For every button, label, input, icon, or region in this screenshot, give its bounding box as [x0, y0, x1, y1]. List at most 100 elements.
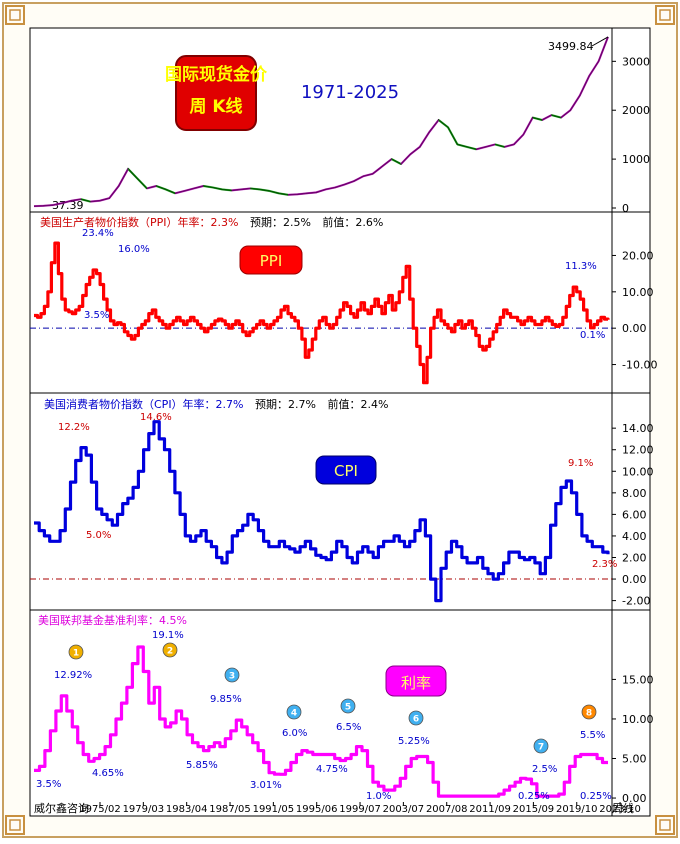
rate-label-3-01: 3.01% [250, 780, 282, 791]
rate-marker-number: 2 [167, 647, 173, 657]
ppi-label-23-4: 23.4% [82, 228, 114, 239]
cpi-label-12-2: 12.2% [58, 422, 90, 433]
y-tick-label: 10.00 [622, 465, 654, 478]
gold-candle [307, 192, 316, 193]
gold-title-badge: 国际现货金价 周 K线 [165, 56, 268, 130]
rate-header: 美国联邦基金基准利率：4.5% [38, 613, 187, 627]
cpi-header-previous: 前值：2.4% [327, 397, 388, 411]
y-tick-label: 4.00 [622, 530, 647, 543]
ppi-header: 美国生产者物价指数（PPI）年率：2.3% 预期：2.5% 前值：2.6% [40, 215, 383, 229]
gold-candle [43, 205, 52, 206]
rate-label-4-75: 4.75% [316, 764, 348, 775]
gold-candle [297, 193, 306, 194]
ppi-badge: PPI [240, 246, 302, 274]
y-tick-label: 12.00 [622, 444, 654, 457]
x-tick-label: 2007/08 [426, 804, 468, 815]
ppi-label-11-3: 11.3% [565, 261, 597, 272]
x-tick-label: 1987/05 [209, 804, 251, 815]
y-tick-label: 1000 [622, 153, 650, 166]
x-tick-label: 2015/09 [513, 804, 555, 815]
y-tick-label: -2.00 [622, 595, 650, 608]
rate-label-3-5: 3.5% [36, 779, 61, 790]
y-tick-label: -10.00 [622, 359, 657, 372]
cpi-label-14-6: 14.6% [140, 412, 172, 423]
cpi-badge-label: CPI [334, 462, 358, 480]
y-tick-label: 3000 [622, 55, 650, 68]
y-tick-label: 0.00 [622, 573, 647, 586]
y-tick-label: 2.00 [622, 552, 647, 565]
rate-marker-number: 4 [291, 709, 297, 719]
rate-badge-label: 利率 [401, 674, 431, 692]
ppi-label-0-1: 0.1% [580, 330, 605, 341]
cpi-header: 美国消费者物价指数（CPI）年率：2.7% 预期：2.7% 前值：2.4% [44, 397, 388, 411]
gold-candle [260, 189, 269, 190]
rate-label-2-5: 2.5% [532, 764, 557, 775]
footer-extra: 周线 [612, 801, 634, 815]
rate-marker-number: 1 [73, 649, 79, 659]
rate-label-0-25-a: 0.25% [518, 791, 550, 802]
cpi-label-2-3: 2.3% [592, 559, 617, 570]
gold-candle [222, 189, 231, 190]
x-tick-label: 1995/06 [296, 804, 338, 815]
gold-candle [250, 188, 259, 189]
x-tick-label: 1975/02 [79, 804, 121, 815]
gold-candle [72, 199, 81, 200]
y-tick-label: 20.00 [622, 249, 654, 262]
ppi-label-16-0: 16.0% [118, 244, 150, 255]
y-tick-label: 2000 [622, 104, 650, 117]
rate-label-19-1: 19.1% [152, 630, 184, 641]
ppi-header-expected: 预期：2.5% [250, 216, 311, 229]
cpi-label-9-1: 9.1% [568, 458, 593, 469]
rate-label-5-85: 5.85% [186, 760, 218, 771]
x-tick-label: 1999/07 [339, 804, 381, 815]
rate-label-9-85: 9.85% [210, 694, 242, 705]
rate-label-12-92: 12.92% [54, 670, 92, 681]
rate-marker-number: 5 [345, 703, 351, 713]
x-tick-label: 2003/07 [383, 804, 425, 815]
rate-badge: 利率 [386, 666, 446, 696]
y-tick-label: 5.00 [622, 753, 647, 766]
gold-candle [90, 201, 99, 202]
x-tick-label: 2019/10 [556, 804, 598, 815]
rate-marker-number: 7 [538, 743, 544, 753]
x-tick-label: 1983/04 [166, 804, 208, 815]
gold-title-line-2: 周 K线 [189, 96, 242, 117]
rate-label-6-5: 6.5% [336, 722, 361, 733]
rate-label-0-25-b: 0.25% [580, 791, 612, 802]
x-tick-label: 2011/09 [469, 804, 511, 815]
y-tick-label: 14.00 [622, 422, 654, 435]
gold-candle [232, 189, 241, 190]
y-tick-label: 8.00 [622, 487, 647, 500]
rate-label-6-0: 6.0% [282, 728, 307, 739]
rate-label-1-0: 1.0% [366, 791, 391, 802]
gold-candle [241, 188, 250, 189]
ppi-label-3-5: 3.5% [84, 310, 109, 321]
x-tick-label: 1991/05 [253, 804, 295, 815]
y-tick-label: 10.00 [622, 286, 654, 299]
ppi-header-title: 美国生产者物价指数（PPI）年率：2.3% [40, 215, 238, 229]
ppi-badge-label: PPI [260, 252, 283, 270]
rate-label-5-5: 5.5% [580, 730, 605, 741]
y-tick-label: 0 [622, 202, 629, 215]
y-tick-label: 15.00 [622, 673, 654, 686]
cpi-header-title: 美国消费者物价指数（CPI）年率：2.7% [44, 397, 244, 411]
gold-candle [279, 193, 288, 194]
cpi-badge: CPI [316, 456, 376, 484]
y-tick-label: 0.00 [622, 322, 647, 335]
gold-title-line-1: 国际现货金价 [165, 64, 268, 85]
gold-high-label: 3499.84 [548, 40, 594, 53]
plot-border [30, 28, 650, 816]
rate-marker-number: 6 [413, 715, 419, 725]
cpi-label-5-0: 5.0% [86, 530, 111, 541]
rate-marker-number: 8 [586, 709, 592, 719]
rate-label-4-65: 4.65% [92, 768, 124, 779]
y-tick-label: 10.00 [622, 713, 654, 726]
rate-label-5-25: 5.25% [398, 736, 430, 747]
gold-candle [203, 186, 212, 187]
rate-marker-number: 3 [229, 672, 235, 682]
ppi-header-previous: 前值：2.6% [322, 215, 383, 229]
cpi-header-expected: 预期：2.7% [255, 398, 316, 411]
